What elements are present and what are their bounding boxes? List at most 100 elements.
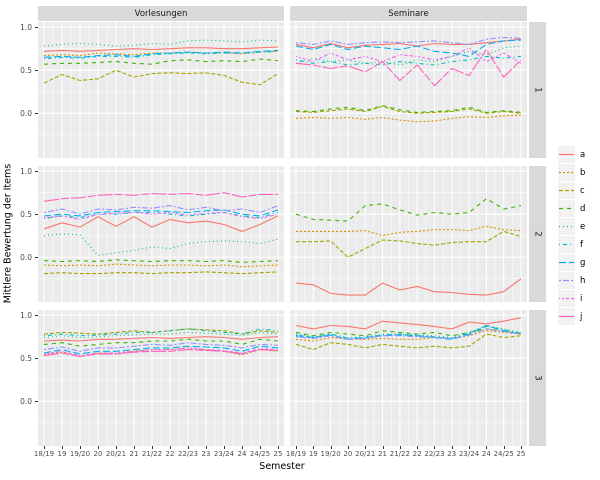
x-tick-mark <box>80 446 81 449</box>
line-series-i <box>295 47 522 64</box>
y-tick-label: 0.0 <box>20 396 32 406</box>
x-tick-label: 21 <box>129 450 139 458</box>
line-series-a <box>43 46 279 52</box>
x-tick-mark <box>170 446 171 449</box>
legend-label: h <box>580 275 586 286</box>
facet-strip-label: 3 <box>532 375 543 381</box>
x-tick-mark <box>206 446 207 449</box>
x-tick-label: 25 <box>273 450 283 458</box>
line-series-g <box>295 324 522 340</box>
line-series-g <box>43 49 279 58</box>
line-series-a <box>295 38 522 49</box>
x-tick-mark <box>434 446 436 449</box>
x-tick-mark <box>417 446 419 449</box>
legend-item-e: e <box>558 218 585 235</box>
x-tick-mark <box>451 446 453 449</box>
legend-label: c <box>580 185 585 196</box>
line-series-c <box>295 333 522 351</box>
line-series-j <box>295 48 522 87</box>
panel-seminare-row-2 <box>290 166 527 302</box>
legend-label: e <box>580 221 586 232</box>
y-tick-label: 1.0 <box>20 166 32 176</box>
line-series-h <box>43 205 279 215</box>
x-tick-label: 23 <box>447 450 457 458</box>
facet-strip-label: 2 <box>532 231 543 237</box>
line-series-b <box>43 50 279 57</box>
x-tick-label: 25 <box>516 450 526 458</box>
x-tick-mark <box>382 446 384 449</box>
line-series-c <box>295 105 522 114</box>
legend-label: g <box>580 257 586 268</box>
legend-item-h: h <box>558 272 585 289</box>
x-tick-label: 24 <box>237 450 247 458</box>
facet-strip-label: Vorlesungen <box>134 8 188 19</box>
x-tick-label: 20/21 <box>105 450 127 458</box>
line-series-a <box>295 278 522 296</box>
y-tick-label: 1.0 <box>20 22 32 32</box>
x-tick-label: 22 <box>165 450 175 458</box>
x-tick-mark <box>44 446 45 449</box>
x-tick-label: 24/25 <box>249 450 271 458</box>
panel-vorlesungen-row-2 <box>38 166 284 302</box>
legend-label: d <box>580 203 586 214</box>
x-tick-mark <box>503 446 505 449</box>
legend-item-f: f <box>558 236 585 253</box>
legend-label: a <box>580 149 586 160</box>
legend-key-swatch <box>558 218 575 235</box>
x-tick-label: 18/19 <box>285 450 307 458</box>
line-series-c <box>296 230 522 258</box>
line-series-a <box>43 336 279 342</box>
legend-key-swatch <box>558 308 575 325</box>
legend-key-swatch <box>558 236 575 253</box>
legend-item-i: i <box>558 290 585 307</box>
x-tick-mark <box>399 446 401 449</box>
legend-item-d: d <box>558 200 585 217</box>
x-axis-title: Semester <box>259 461 305 472</box>
y-tick-mark <box>35 401 38 403</box>
panel-seminare-row-3 <box>290 310 527 446</box>
x-tick-mark <box>486 446 488 449</box>
line-series-d <box>43 58 279 65</box>
line-series-e <box>43 233 279 257</box>
line-series-f <box>295 325 522 339</box>
x-tick-mark <box>313 446 315 449</box>
legend-label: j <box>580 311 583 322</box>
facet-strip-vorlesungen: Vorlesungen <box>38 6 284 21</box>
x-tick-label: 20 <box>343 450 353 458</box>
x-tick-label: 23 <box>201 450 211 458</box>
line-series-d <box>43 259 279 263</box>
legend-key-swatch <box>558 164 575 181</box>
x-tick-mark <box>347 446 349 449</box>
line-series-b <box>296 225 522 237</box>
legend-key-swatch <box>558 254 575 271</box>
x-tick-mark <box>521 446 522 449</box>
legend-item-j: j <box>558 308 585 325</box>
x-tick-mark <box>62 446 63 449</box>
legend-label: i <box>580 293 583 304</box>
facet-strip-label: Seminare <box>388 8 429 19</box>
legend-key-swatch <box>558 182 575 199</box>
y-tick-label: 1.0 <box>20 310 32 320</box>
facet-strip-row-3: 3 <box>529 310 546 446</box>
panel-vorlesungen-row-3 <box>38 310 284 446</box>
x-tick-mark <box>152 446 153 449</box>
x-tick-mark <box>116 446 117 449</box>
x-tick-label: 21 <box>378 450 387 458</box>
line-series-d <box>295 104 522 113</box>
x-tick-mark <box>188 446 189 449</box>
y-tick-label: 0.0 <box>20 108 32 118</box>
y-tick-mark <box>35 214 38 216</box>
facet-strip-label: 1 <box>532 87 543 93</box>
x-tick-label: 23/24 <box>213 450 235 458</box>
line-series-j <box>43 349 279 358</box>
facet-strip-row-2: 2 <box>529 166 546 302</box>
x-tick-mark <box>98 446 99 449</box>
facet-strip-seminare: Seminare <box>290 6 527 21</box>
legend-item-g: g <box>558 254 585 271</box>
y-tick-mark <box>35 257 38 259</box>
x-tick-label: 20 <box>93 450 103 458</box>
panel-seminare-row-1 <box>290 22 527 158</box>
legend-key-swatch <box>558 200 575 217</box>
y-tick-label: 0.0 <box>20 252 32 262</box>
